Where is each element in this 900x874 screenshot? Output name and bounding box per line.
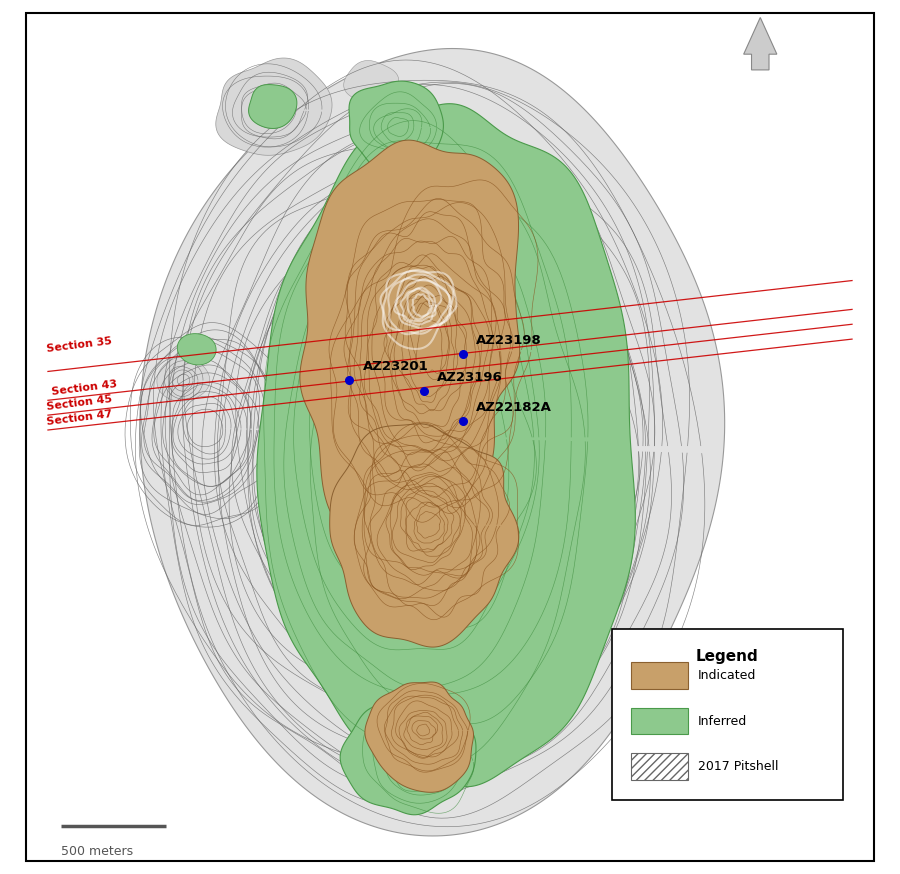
Bar xyxy=(631,708,688,734)
Polygon shape xyxy=(256,104,635,787)
Text: Section 43: Section 43 xyxy=(51,378,118,397)
Text: 500 meters: 500 meters xyxy=(61,845,133,858)
Bar xyxy=(631,753,688,780)
Text: Section 35: Section 35 xyxy=(46,336,112,354)
Text: Section 45: Section 45 xyxy=(46,393,112,412)
Polygon shape xyxy=(300,140,519,535)
Polygon shape xyxy=(177,334,216,365)
Text: Indicated: Indicated xyxy=(698,669,757,682)
Bar xyxy=(612,629,843,800)
Text: AZ23201: AZ23201 xyxy=(363,360,428,373)
Text: AZ22182A: AZ22182A xyxy=(476,401,552,414)
Polygon shape xyxy=(140,49,724,836)
Polygon shape xyxy=(340,697,476,815)
Text: AZ23198: AZ23198 xyxy=(476,334,542,347)
Polygon shape xyxy=(344,60,399,105)
Polygon shape xyxy=(216,58,332,156)
Text: 2017 Pitshell: 2017 Pitshell xyxy=(698,760,778,773)
Bar xyxy=(631,662,688,689)
Text: Section 47: Section 47 xyxy=(46,408,113,427)
Polygon shape xyxy=(349,81,444,170)
Polygon shape xyxy=(157,357,210,401)
Text: Inferred: Inferred xyxy=(698,715,748,727)
Text: Legend: Legend xyxy=(696,649,759,663)
Polygon shape xyxy=(329,424,518,647)
Text: AZ23196: AZ23196 xyxy=(436,371,502,384)
Polygon shape xyxy=(364,682,473,793)
Polygon shape xyxy=(248,85,297,128)
FancyArrow shape xyxy=(743,17,777,70)
Text: N: N xyxy=(752,42,769,61)
